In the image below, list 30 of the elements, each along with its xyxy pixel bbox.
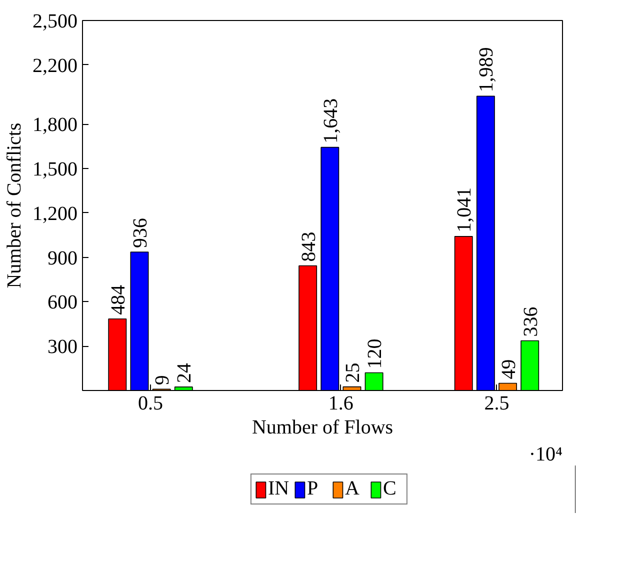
data-label: 336 <box>520 306 542 337</box>
data-label: 24 <box>174 362 196 383</box>
y-tick-label: 1,200 <box>32 202 78 225</box>
legend-label: A <box>345 478 360 500</box>
legend-label: C <box>383 478 398 500</box>
x-tick-label: 0.5 <box>138 392 164 414</box>
y-tick-label: 2,200 <box>32 54 78 77</box>
y-tick-label: 1,800 <box>32 114 78 136</box>
x-tick-label: 1.6 <box>328 392 354 414</box>
data-label: 120 <box>364 338 386 369</box>
y-tick-label: 300 <box>48 336 78 358</box>
data-label: 9 <box>152 375 174 386</box>
y-tick-label: 900 <box>48 247 78 270</box>
x-tick-label: 2.5 <box>484 392 510 414</box>
data-label: 1,643 <box>320 98 342 144</box>
data-label: 843 <box>298 232 320 262</box>
data-label: 484 <box>107 284 130 315</box>
data-label: 936 <box>129 218 152 248</box>
data-label: 1,989 <box>476 47 498 92</box>
y-tick-label: 2,500 <box>32 10 78 32</box>
y-tick-label: 1,500 <box>32 158 78 180</box>
legend-label: P <box>307 478 320 500</box>
y-tick-label: 600 <box>48 292 78 314</box>
data-label: 1,041 <box>454 187 476 232</box>
data-label: 25 <box>342 362 364 383</box>
text: ·10⁴ <box>528 444 563 466</box>
y-axis-title: Number of Conflicts <box>4 122 26 288</box>
legend-label: IN <box>268 478 290 500</box>
x-axis-title: Number of Flows <box>252 416 394 438</box>
data-label: 49 <box>498 359 520 380</box>
